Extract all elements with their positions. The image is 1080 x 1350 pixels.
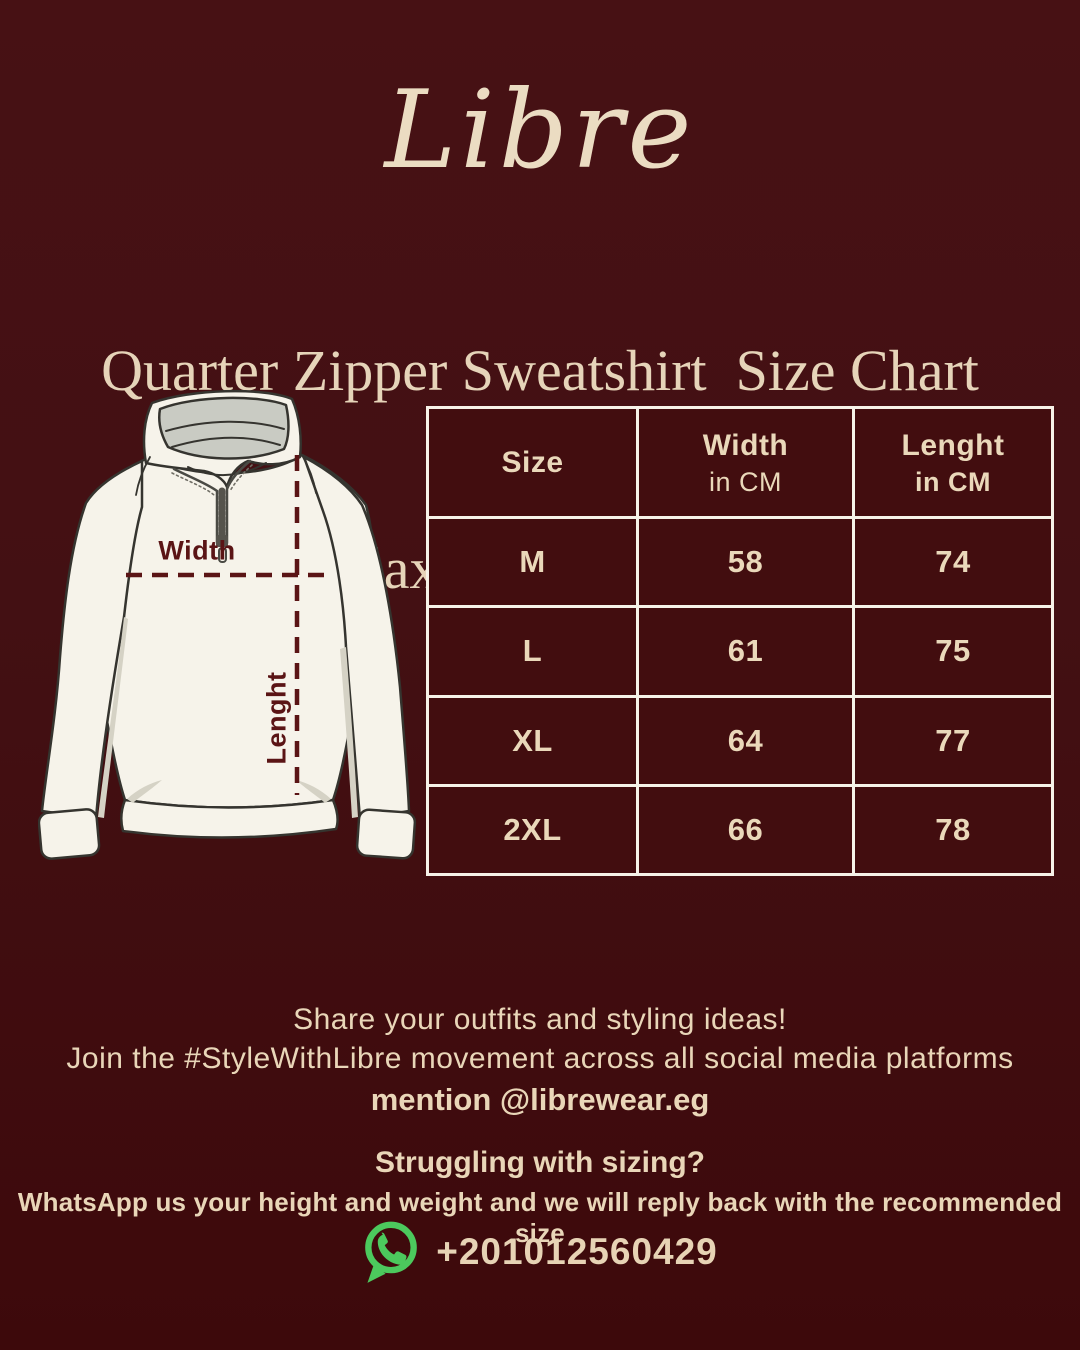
title-line-1: Quarter Zipper Sweatshirt Size Chart [101, 338, 979, 403]
table-cell-width: 61 [639, 608, 852, 695]
share-line: Share your outfits and styling ideas! [293, 1003, 787, 1036]
header-length: Lenght in CM [855, 409, 1051, 516]
table-cell-size: M [429, 519, 636, 606]
table-cell-width: 64 [639, 697, 852, 784]
sweatshirt-hem-band [120, 798, 339, 839]
table-cell-size: L [429, 608, 636, 695]
sweatshirt-left-sleeve [40, 459, 144, 821]
phone-number: +201012560429 [436, 1231, 718, 1272]
sweatshirt-illustration [38, 389, 417, 860]
table-cell-size: 2XL [429, 786, 636, 873]
sizing-help-body: WhatsApp us your height and weight and w… [17, 1187, 1063, 1248]
table-cell-size: XL [429, 697, 636, 784]
header-size: Size [429, 409, 636, 516]
table-cell-width: 66 [639, 786, 852, 873]
sizing-help-heading: Struggling with sizing? [375, 1146, 705, 1179]
size-table: Size Width in CM Lenght in CM M 58 74 L … [426, 406, 1054, 876]
table-cell-width: 58 [639, 519, 852, 606]
mention-line: mention @librewear.eg [370, 1082, 710, 1117]
diagram-width-label: Width [158, 535, 236, 566]
zipper [171, 459, 253, 563]
diagram-length-label: Lenght [261, 671, 292, 765]
table-cell-length: 75 [855, 608, 1051, 695]
header-width: Width in CM [639, 409, 852, 516]
table-cell-length: 74 [855, 519, 1051, 606]
sweatshirt-right-sleeve [302, 455, 411, 821]
join-line: Join the #StyleWithLibre movement across… [66, 1042, 1014, 1075]
sweatshirt-right-cuff [355, 808, 417, 860]
table-cell-length: 77 [855, 697, 1051, 784]
whatsapp-icon [365, 1221, 418, 1283]
table-cell-length: 78 [855, 786, 1051, 873]
phone-row: +201012560429 [0, 1216, 1080, 1288]
brand-logo: Libre [384, 68, 696, 193]
collar-inner [158, 396, 290, 460]
sweatshirt-left-cuff [38, 808, 101, 860]
